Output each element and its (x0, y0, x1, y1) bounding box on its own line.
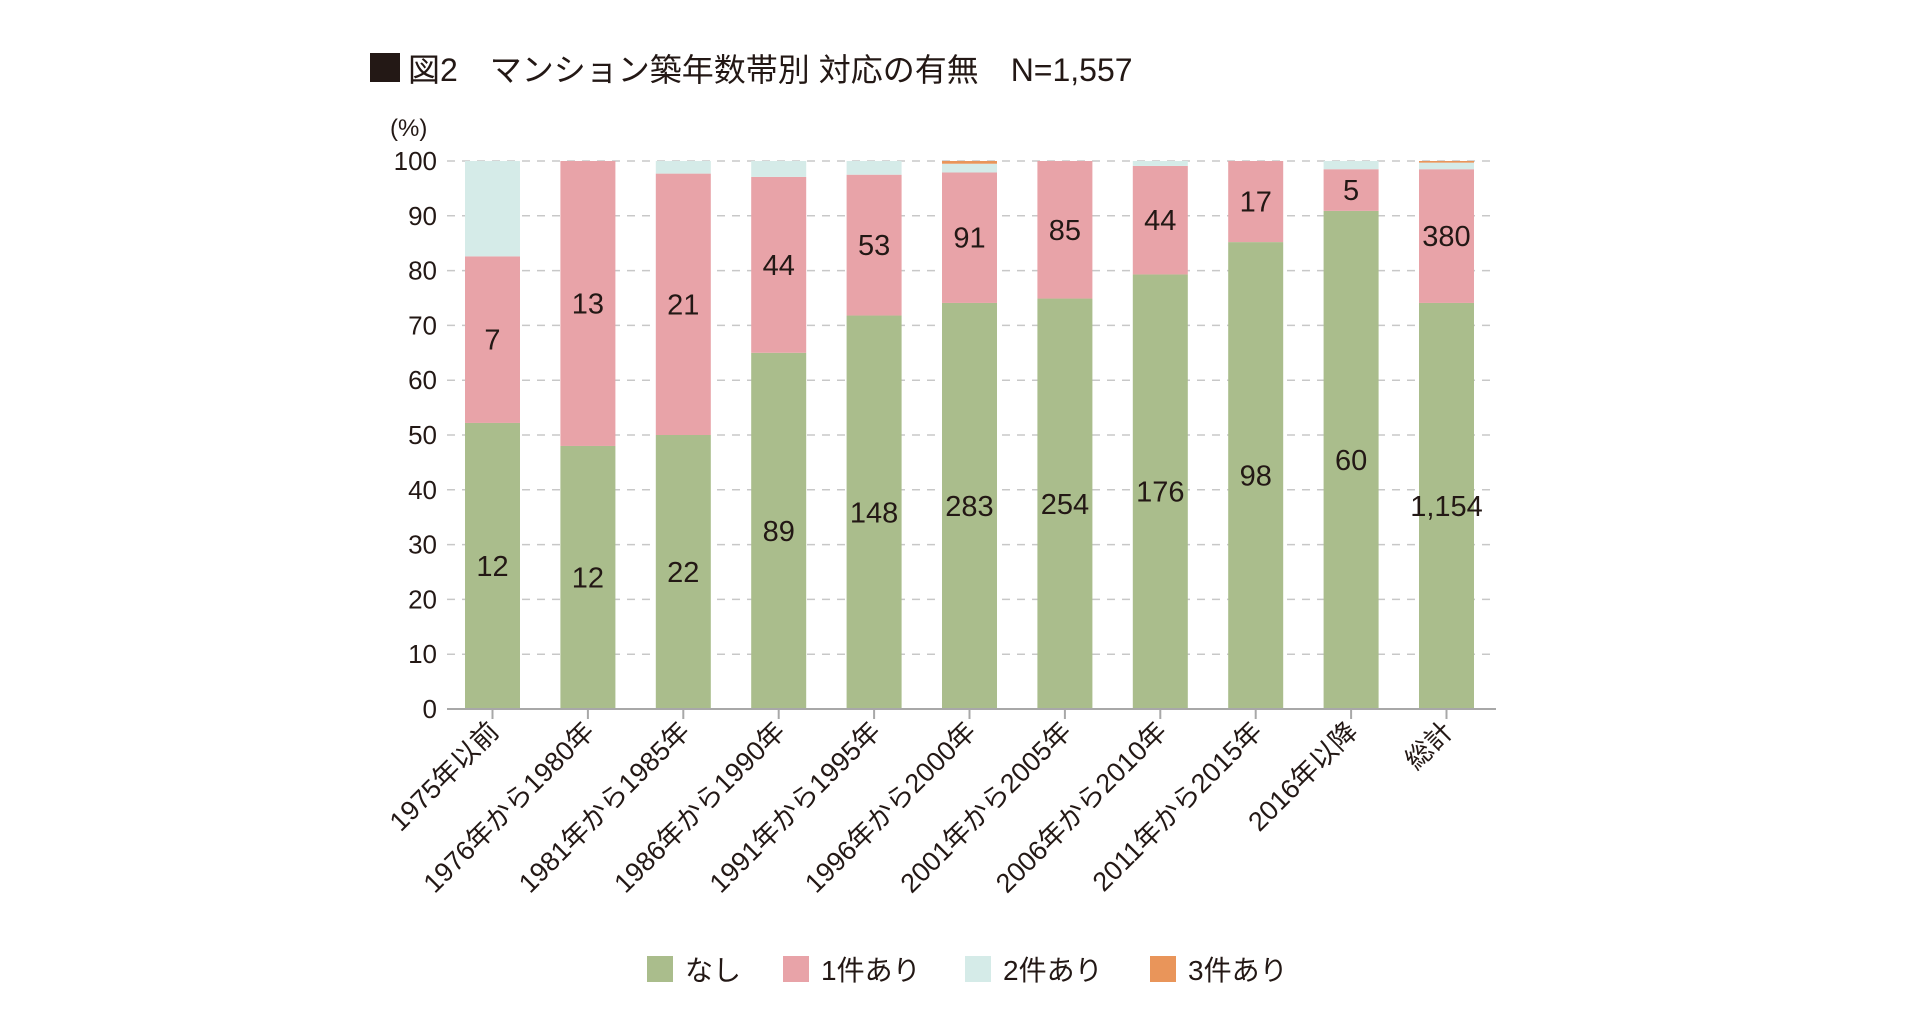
y-tick-label-50: 50 (408, 420, 437, 450)
legend-label-1: なし (685, 955, 741, 986)
bar-segment-3-6 (942, 163, 997, 173)
x-tick-label: 2006年から2010年 (990, 716, 1173, 899)
x-tick-label: 1991年から1995年 (704, 716, 887, 899)
data-label: 21 (667, 289, 699, 321)
x-tick-label: 1981年から1985年 (513, 716, 696, 899)
y-axis-unit-label: (%) (390, 115, 427, 142)
bar-segment-2-3 (655, 173, 711, 435)
bar-segment-1-3 (655, 435, 711, 709)
data-label: 13 (572, 288, 604, 320)
data-label: 98 (1240, 461, 1272, 493)
title-marker-square (370, 53, 400, 82)
data-label: 7 (484, 325, 500, 357)
data-label: 176 (1136, 477, 1184, 509)
y-tick-label-80: 80 (408, 256, 437, 286)
data-label: 283 (945, 491, 993, 523)
data-label: 12 (476, 551, 508, 583)
bar-segment-3-1 (465, 161, 520, 257)
bar-segment-3-10 (1323, 161, 1379, 170)
y-tick-label-20: 20 (408, 584, 437, 614)
bar-segment-1-10 (1323, 210, 1379, 710)
data-label: 1,154 (1410, 491, 1483, 523)
bar-segment-1-6 (942, 302, 997, 709)
bar-segment-3-5 (846, 161, 902, 175)
y-axis-ticks: 0 10 20 30 40 50 60 70 80 90 100 (394, 146, 437, 724)
y-tick-label-90: 90 (408, 201, 437, 231)
data-label: 91 (953, 223, 985, 255)
bar-segment-1-5 (846, 315, 902, 709)
chart-title: 図2 マンション築年数帯別 対応の有無 N=1,557 (370, 52, 1133, 88)
bar-segment-2-6 (942, 172, 997, 303)
bar-segment-4-6 (942, 161, 997, 164)
bars (465, 161, 1474, 710)
data-label: 85 (1049, 215, 1081, 247)
bar-segment-2-8 (1132, 165, 1188, 275)
data-label: 22 (667, 557, 699, 589)
bar-segment-2-2 (560, 161, 616, 446)
legend-label-4: 3件あり (1188, 955, 1288, 986)
bar-segment-3-4 (751, 161, 807, 177)
y-tick-label-0: 0 (423, 694, 437, 724)
x-axis-labels: 1975年以前1976年から1980年1981年から1985年1986年から19… (384, 716, 1459, 899)
x-tick-label: 2001年から2005年 (895, 716, 1078, 899)
data-label: 44 (763, 250, 795, 282)
data-label: 89 (763, 516, 795, 548)
x-tick-label: 1996年から2000年 (799, 716, 982, 899)
bar-segment-3-3 (655, 161, 711, 174)
bar-segment-4-11 (1419, 161, 1474, 163)
data-label: 17 (1240, 187, 1272, 219)
bar-segment-2-1 (465, 256, 520, 423)
y-tick-label-30: 30 (408, 530, 437, 560)
bar-segment-3-11 (1419, 162, 1474, 170)
y-tick-label-100: 100 (394, 146, 437, 176)
legend-label-3: 2件あり (1003, 955, 1103, 986)
x-tick-label: 1986年から1990年 (608, 716, 791, 899)
bar-segment-1-11 (1419, 302, 1474, 709)
data-labels: 12 7 12 13 22 21 89 44 148 53 283 91 254 85 176 44 98 17 6… (476, 175, 1482, 594)
bar-segment-2-4 (751, 176, 807, 353)
bar-segment-1-2 (560, 445, 616, 709)
legend-swatch-1 (647, 956, 673, 982)
data-label: 53 (858, 230, 890, 262)
gridlines (447, 160, 1494, 655)
data-label: 148 (850, 497, 898, 529)
legend-swatch-4 (1150, 956, 1176, 982)
chart-title-text: 図2 マンション築年数帯別 対応の有無 N=1,557 (408, 52, 1133, 88)
bar-segment-2-9 (1228, 161, 1284, 243)
x-tick-label: 1976年から1980年 (418, 716, 601, 899)
bar-segment-3-8 (1132, 161, 1188, 166)
bar-segment-2-10 (1323, 169, 1379, 211)
legend: なし 1件あり 2件あり 3件あり (647, 955, 1288, 986)
data-label: 60 (1335, 445, 1367, 477)
bar-segment-2-11 (1419, 169, 1474, 303)
bar-segment-2-7 (1037, 161, 1093, 299)
data-label: 254 (1041, 489, 1089, 521)
y-tick-label-10: 10 (408, 639, 437, 669)
bar-segment-2-5 (846, 174, 902, 316)
data-label: 12 (572, 562, 604, 594)
bar-segment-1-9 (1228, 242, 1284, 709)
y-tick-label-70: 70 (408, 310, 437, 340)
bar-segment-1-1 (465, 422, 520, 709)
legend-swatch-3 (965, 956, 991, 982)
data-label: 5 (1343, 175, 1359, 207)
x-tick-label: 総計 (1399, 716, 1458, 775)
legend-swatch-2 (783, 956, 809, 982)
data-label: 380 (1422, 221, 1470, 253)
x-tick-label: 2011年から2015年 (1087, 716, 1268, 897)
bar-segment-1-8 (1132, 274, 1188, 709)
y-tick-label-60: 60 (408, 365, 437, 395)
bar-segment-1-7 (1037, 298, 1093, 709)
data-label: 44 (1144, 205, 1176, 237)
y-tick-label-40: 40 (408, 475, 437, 505)
legend-label-2: 1件あり (821, 955, 921, 986)
x-axis (447, 708, 1496, 719)
bar-segment-1-4 (751, 352, 807, 709)
